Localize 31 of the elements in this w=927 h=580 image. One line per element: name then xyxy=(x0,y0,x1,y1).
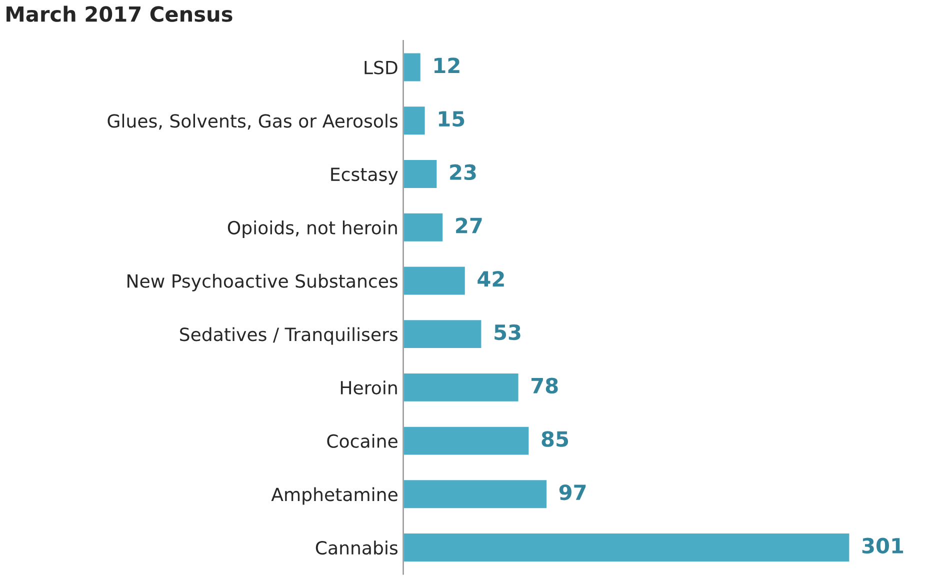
y-tick-label: Cannabis xyxy=(316,540,398,555)
y-tick-label: Cocaine xyxy=(327,434,398,448)
bar xyxy=(403,372,520,403)
bar xyxy=(403,158,438,190)
bar xyxy=(403,318,483,350)
data-label: 15 xyxy=(438,111,464,127)
data-label: 23 xyxy=(450,164,476,180)
data-label: 97 xyxy=(559,484,586,500)
data-label: 27 xyxy=(456,218,482,234)
bar xyxy=(403,265,466,296)
y-tick-label: Ecstasy xyxy=(331,168,398,185)
data-label: 301 xyxy=(862,538,904,554)
y-tick-label: Sedatives / Tranquilisers xyxy=(180,327,398,345)
text: March 2017 Census xyxy=(6,6,232,22)
y-tick-label: Glues, Solvents, Gas or Aerosols xyxy=(108,114,398,130)
y-tick-label: New Psychoactive Substances xyxy=(128,274,398,292)
bar xyxy=(403,532,851,563)
data-label: 12 xyxy=(434,58,460,74)
bar xyxy=(403,478,548,510)
bar xyxy=(403,105,426,136)
data-label: 42 xyxy=(478,271,504,286)
data-label: 53 xyxy=(494,324,520,340)
data-label: 85 xyxy=(542,431,568,447)
y-tick-label: Heroin xyxy=(340,380,397,395)
bar xyxy=(403,425,530,456)
y-tick-label: Opioids, not heroin xyxy=(228,220,397,238)
bar xyxy=(403,52,422,83)
bar xyxy=(403,212,444,243)
data-label: 78 xyxy=(531,378,558,394)
y-tick-label: Amphetamine xyxy=(271,487,398,505)
y-tick-label: LSD xyxy=(364,60,398,74)
